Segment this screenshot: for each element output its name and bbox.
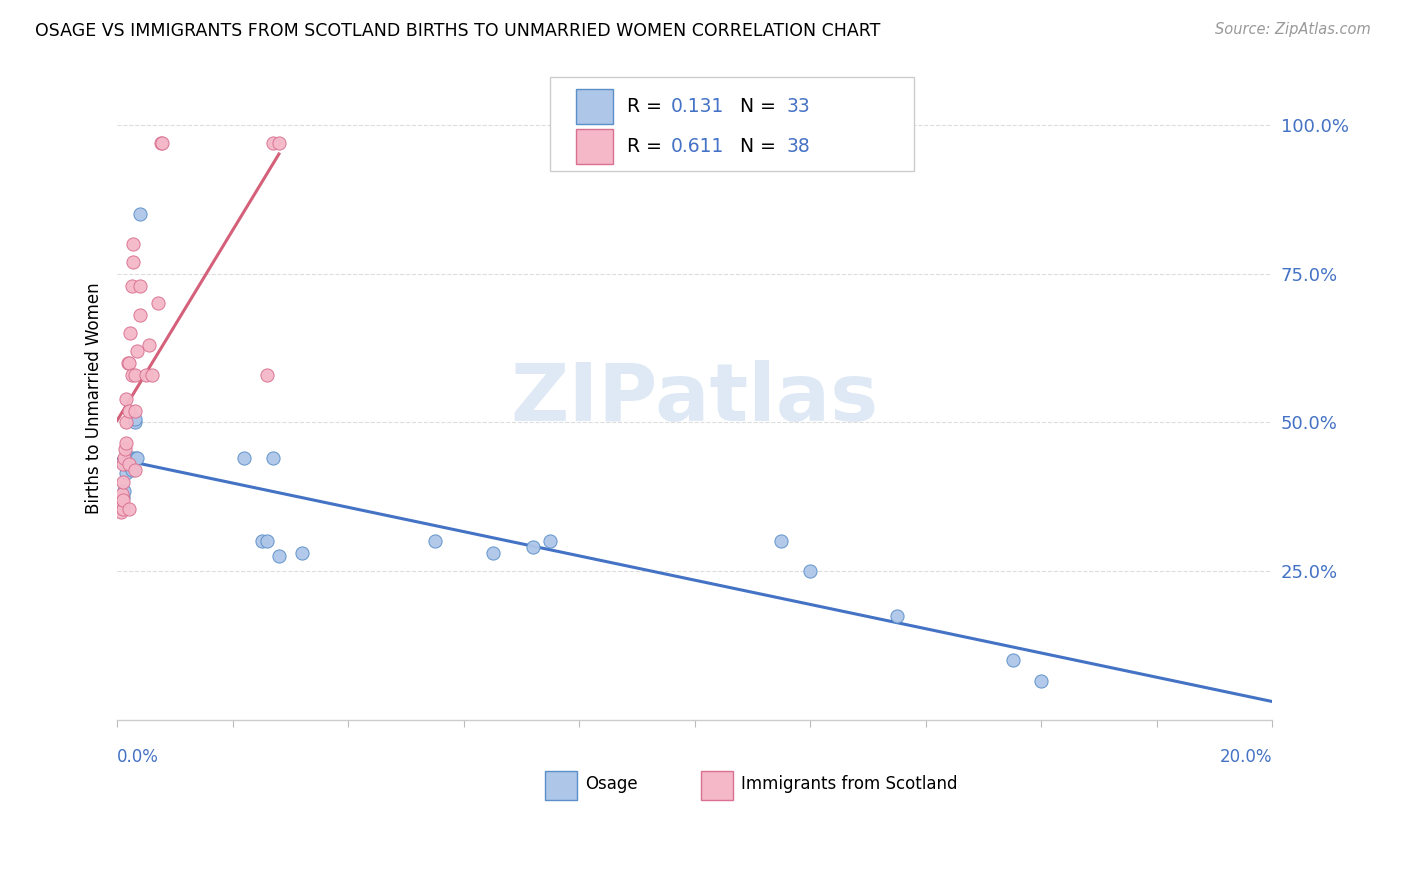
- Point: [111, 457, 134, 471]
- Text: R =: R =: [627, 137, 668, 156]
- Point: [256, 368, 278, 382]
- Point: [233, 451, 256, 466]
- Text: N =: N =: [740, 137, 782, 156]
- Text: ZIPatlas: ZIPatlas: [510, 359, 879, 438]
- Point: [111, 490, 134, 504]
- Point: [118, 403, 141, 417]
- Point: [799, 564, 821, 578]
- Point: [111, 487, 134, 501]
- FancyBboxPatch shape: [550, 78, 914, 170]
- Point: [124, 368, 146, 382]
- Text: 0.0%: 0.0%: [117, 747, 159, 765]
- Point: [129, 207, 152, 221]
- FancyBboxPatch shape: [576, 128, 613, 164]
- Point: [886, 608, 908, 623]
- Point: [118, 451, 141, 466]
- Point: [108, 499, 131, 513]
- Point: [124, 412, 146, 426]
- Point: [111, 499, 134, 513]
- Point: [111, 492, 134, 507]
- Point: [262, 451, 284, 466]
- Text: 33: 33: [786, 97, 810, 116]
- Text: 20.0%: 20.0%: [1220, 747, 1272, 765]
- Point: [135, 368, 157, 382]
- Point: [110, 505, 132, 519]
- Point: [111, 490, 134, 504]
- Point: [150, 136, 173, 150]
- Point: [115, 457, 138, 471]
- Point: [115, 436, 138, 450]
- Point: [129, 309, 152, 323]
- Point: [111, 475, 134, 489]
- Text: R =: R =: [627, 97, 668, 116]
- Point: [111, 501, 134, 516]
- Text: 0.611: 0.611: [671, 137, 724, 156]
- Y-axis label: Births to Unmarried Women: Births to Unmarried Women: [86, 283, 103, 515]
- Point: [115, 466, 138, 480]
- Point: [115, 392, 138, 406]
- Point: [770, 534, 793, 549]
- Text: OSAGE VS IMMIGRANTS FROM SCOTLAND BIRTHS TO UNMARRIED WOMEN CORRELATION CHART: OSAGE VS IMMIGRANTS FROM SCOTLAND BIRTHS…: [35, 22, 880, 40]
- Point: [124, 416, 146, 430]
- Point: [118, 451, 141, 466]
- Point: [141, 368, 163, 382]
- Point: [146, 296, 169, 310]
- Point: [129, 278, 152, 293]
- Point: [124, 403, 146, 417]
- Point: [127, 451, 149, 466]
- Point: [522, 541, 544, 555]
- Text: Source: ZipAtlas.com: Source: ZipAtlas.com: [1215, 22, 1371, 37]
- Point: [138, 338, 160, 352]
- Point: [111, 501, 134, 516]
- Point: [112, 483, 135, 498]
- Point: [118, 451, 141, 466]
- Text: N =: N =: [740, 97, 782, 116]
- Point: [124, 451, 146, 466]
- Point: [121, 255, 143, 269]
- Point: [481, 546, 503, 560]
- FancyBboxPatch shape: [700, 772, 733, 800]
- Text: 0.131: 0.131: [671, 97, 724, 116]
- Point: [121, 278, 143, 293]
- Point: [121, 463, 143, 477]
- Text: Osage: Osage: [585, 775, 638, 793]
- Point: [118, 501, 141, 516]
- Point: [1031, 674, 1053, 689]
- Point: [127, 344, 149, 359]
- Point: [267, 549, 290, 564]
- Point: [122, 237, 145, 252]
- Point: [111, 492, 134, 507]
- Text: 38: 38: [786, 137, 810, 156]
- Point: [149, 136, 172, 150]
- Point: [423, 534, 446, 549]
- Point: [250, 534, 273, 549]
- Point: [114, 442, 136, 457]
- Point: [121, 368, 143, 382]
- Point: [118, 326, 141, 341]
- Point: [124, 463, 146, 477]
- Point: [121, 451, 143, 466]
- Text: Immigrants from Scotland: Immigrants from Scotland: [741, 775, 957, 793]
- FancyBboxPatch shape: [576, 88, 613, 124]
- Point: [117, 356, 139, 370]
- Point: [117, 454, 139, 468]
- Point: [1001, 653, 1024, 667]
- FancyBboxPatch shape: [544, 772, 576, 800]
- Point: [291, 546, 314, 560]
- Point: [118, 457, 141, 471]
- Point: [115, 416, 138, 430]
- Point: [118, 356, 141, 370]
- Point: [256, 534, 278, 549]
- Point: [112, 451, 135, 466]
- Point: [267, 136, 290, 150]
- Point: [538, 534, 561, 549]
- Point: [262, 136, 284, 150]
